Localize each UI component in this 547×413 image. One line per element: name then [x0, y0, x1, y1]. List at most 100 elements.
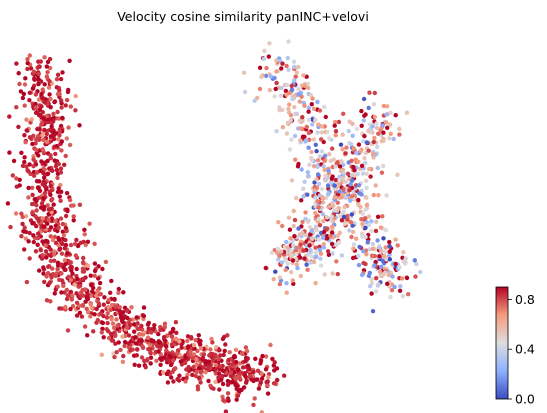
scatter-point — [363, 208, 367, 212]
scatter-point — [298, 99, 302, 103]
scatter-point — [282, 374, 286, 378]
scatter-point — [202, 365, 206, 369]
scatter-point — [285, 83, 289, 87]
scatter-point — [259, 372, 263, 376]
scatter-point — [134, 341, 138, 345]
scatter-point — [14, 176, 18, 180]
scatter-point — [158, 363, 162, 367]
scatter-point — [262, 57, 266, 61]
scatter-point — [382, 254, 386, 258]
scatter-point — [395, 173, 399, 177]
scatter-point — [14, 61, 18, 65]
scatter-point — [306, 170, 310, 174]
scatter-point — [378, 274, 382, 278]
scatter-point — [30, 211, 34, 215]
scatter-point — [203, 370, 207, 374]
scatter-point — [55, 85, 59, 89]
scatter-point — [69, 243, 73, 247]
scatter-point — [59, 77, 63, 81]
scatter-point — [286, 68, 290, 72]
scatter-point — [236, 368, 240, 372]
scatter-point — [251, 403, 255, 407]
scatter-point — [43, 181, 47, 185]
scatter-point — [323, 154, 327, 158]
scatter-point — [292, 209, 296, 213]
scatter-point — [121, 354, 125, 358]
scatter-point — [374, 183, 378, 187]
scatter-point — [315, 165, 319, 169]
scatter-point — [377, 254, 381, 258]
scatter-point — [174, 320, 178, 324]
scatter-point — [48, 57, 52, 61]
scatter-point — [393, 237, 397, 241]
scatter-point — [286, 107, 290, 111]
scatter-point — [207, 353, 211, 357]
scatter-point — [14, 211, 18, 215]
scatter-point — [362, 118, 366, 122]
scatter-point — [68, 198, 72, 202]
scatter-point — [39, 205, 43, 209]
scatter-point — [342, 209, 346, 213]
scatter-point — [170, 342, 174, 346]
scatter-point — [310, 122, 314, 126]
scatter-point — [122, 344, 126, 348]
scatter-point — [288, 147, 292, 151]
scatter-point — [177, 339, 181, 343]
scatter-point — [292, 60, 296, 64]
scatter-point — [179, 346, 183, 350]
scatter-point — [197, 333, 201, 337]
scatter-point — [368, 174, 372, 178]
scatter-point — [316, 172, 320, 176]
scatter-point — [44, 187, 48, 191]
scatter-point — [213, 353, 217, 357]
scatter-point — [33, 214, 37, 218]
scatter-point — [85, 307, 89, 311]
scatter-point — [384, 193, 388, 197]
colorbar-ticks: 0.00.40.8 — [508, 292, 535, 407]
scatter-point — [22, 247, 26, 251]
scatter-point — [364, 179, 368, 183]
scatter-point — [325, 130, 329, 134]
scatter-point — [405, 276, 409, 280]
scatter-point — [339, 159, 343, 163]
scatter-point — [307, 106, 311, 110]
scatter-point — [62, 163, 66, 167]
scatter-point — [277, 108, 281, 112]
scatter-point — [367, 91, 371, 95]
scatter-point — [309, 150, 313, 154]
scatter-point — [293, 218, 297, 222]
scatter-point — [317, 182, 321, 186]
scatter-point — [330, 214, 334, 218]
scatter-point — [360, 222, 364, 226]
scatter-point — [201, 356, 205, 360]
scatter-point — [149, 330, 153, 334]
scatter-point — [354, 158, 358, 162]
scatter-point — [166, 369, 170, 373]
scatter-point — [81, 269, 85, 273]
scatter-point — [74, 94, 78, 98]
scatter-point — [296, 92, 300, 96]
scatter-point — [320, 149, 324, 153]
scatter-point — [292, 78, 296, 82]
scatter-point — [63, 246, 67, 250]
scatter-point — [154, 359, 158, 363]
scatter-point — [363, 216, 367, 220]
scatter-point — [148, 343, 152, 347]
scatter-point — [117, 287, 121, 291]
scatter-point — [262, 49, 266, 53]
scatter-point — [358, 149, 362, 153]
scatter-point — [314, 177, 318, 181]
scatter-point — [334, 129, 338, 133]
scatter-point — [387, 244, 391, 248]
scatter-point — [100, 330, 104, 334]
scatter-point — [375, 145, 379, 149]
scatter-point — [63, 154, 67, 158]
scatter-point — [89, 274, 93, 278]
scatter-point — [313, 211, 317, 215]
scatter-point — [294, 196, 298, 200]
scatter-point — [274, 81, 278, 85]
scatter-point — [365, 172, 369, 176]
scatter-point — [93, 269, 97, 273]
scatter-point — [113, 305, 117, 309]
scatter-point — [59, 98, 63, 102]
